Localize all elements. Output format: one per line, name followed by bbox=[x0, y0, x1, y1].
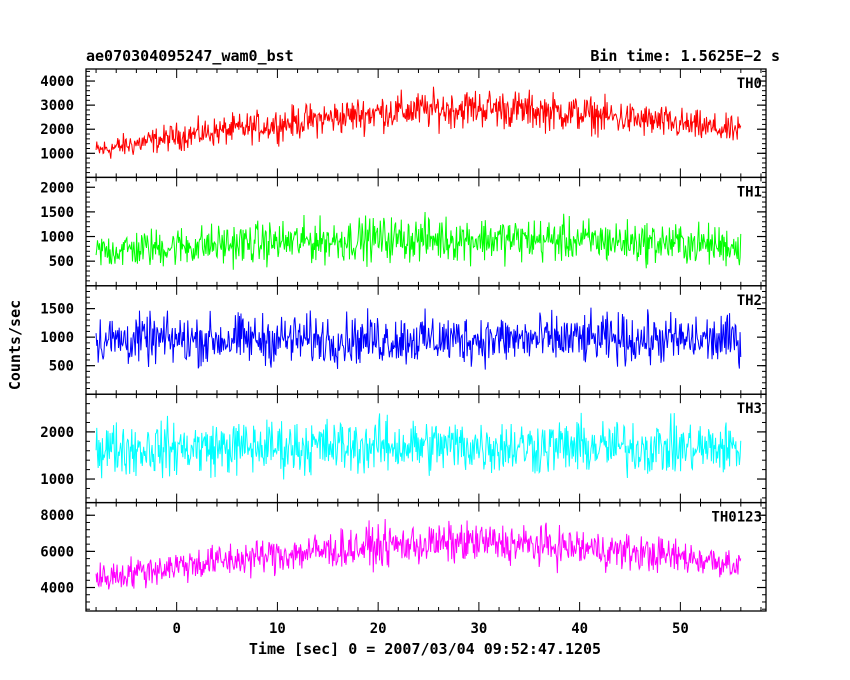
series-line-th0 bbox=[95, 86, 742, 159]
x-tick-label: 20 bbox=[370, 621, 387, 637]
series-line-th3 bbox=[95, 412, 742, 480]
panel-label: TH0123 bbox=[711, 510, 762, 526]
y-tick-label: 1000 bbox=[40, 230, 74, 246]
y-tick-label: 2000 bbox=[40, 122, 74, 138]
panel-label: TH3 bbox=[737, 401, 762, 417]
x-tick-label: 50 bbox=[672, 621, 689, 637]
y-axis-label: Counts/sec bbox=[6, 300, 24, 390]
bin-time-label: Bin time: 1.5625E−2 s bbox=[590, 47, 780, 65]
series-line-th1 bbox=[95, 212, 742, 270]
y-tick-label: 3000 bbox=[40, 98, 74, 114]
chart-title: ae070304095247_wam0_bst bbox=[86, 47, 294, 65]
y-tick-label: 2000 bbox=[40, 180, 74, 196]
x-tick-label: 10 bbox=[269, 621, 286, 637]
y-tick-label: 2000 bbox=[40, 425, 74, 441]
series-line-th2 bbox=[95, 307, 742, 370]
x-tick-label: 0 bbox=[172, 621, 180, 637]
y-tick-label: 500 bbox=[49, 359, 74, 375]
panel-th0123: 4000 6000 8000 TH0123 bbox=[40, 501, 767, 612]
y-tick-label: 1500 bbox=[40, 302, 74, 318]
y-tick-label: 1000 bbox=[40, 472, 74, 488]
y-tick-label: 8000 bbox=[40, 508, 74, 524]
panel-th3: 1000 2000 TH3 bbox=[40, 393, 767, 504]
y-tick-label: 1000 bbox=[40, 330, 74, 346]
x-axis-label: Time [sec] 0 = 2007/03/04 09:52:47.1205 bbox=[249, 640, 601, 658]
panel-label: TH1 bbox=[737, 184, 762, 200]
y-tick-label: 4000 bbox=[40, 581, 74, 597]
panel-label: TH2 bbox=[737, 293, 762, 309]
y-tick-label: 1000 bbox=[40, 146, 74, 162]
panel-th2: 500 1000 1500 TH2 bbox=[40, 285, 767, 395]
x-tick-label: 40 bbox=[571, 621, 588, 637]
y-tick-label: 4000 bbox=[40, 74, 74, 90]
x-tick-label: 30 bbox=[470, 621, 487, 637]
y-tick-label: 6000 bbox=[40, 544, 74, 560]
series-line-th0123 bbox=[95, 518, 742, 590]
y-tick-label: 1500 bbox=[40, 205, 74, 221]
y-tick-label: 500 bbox=[49, 254, 74, 270]
panel-label: TH0 bbox=[737, 76, 762, 92]
panel-frame bbox=[85, 501, 767, 612]
